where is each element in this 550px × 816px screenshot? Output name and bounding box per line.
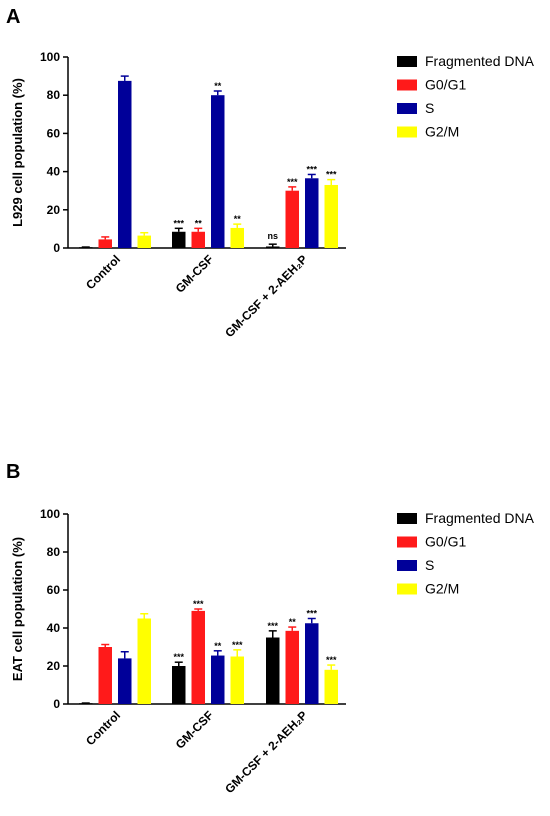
significance-label: *** (173, 218, 184, 228)
bar (172, 231, 186, 248)
bar (98, 647, 112, 704)
y-tick-label: 60 (47, 583, 61, 597)
bar (230, 227, 244, 248)
legend-swatch (397, 536, 417, 548)
significance-label: *** (306, 609, 317, 619)
significance-label: ** (195, 218, 203, 228)
legend-label: S (425, 100, 434, 116)
bar (172, 666, 186, 704)
x-category-label: Control (83, 252, 123, 292)
x-category-label: GM-CSF + 2-AEH₂P (222, 252, 310, 340)
significance-label: ** (234, 214, 242, 224)
significance-label: *** (193, 599, 204, 609)
legend-label: G0/G1 (425, 77, 466, 93)
bar (191, 231, 205, 248)
legend-label: Fragmented DNA (425, 510, 535, 526)
significance-label: *** (267, 621, 278, 631)
y-tick-label: 20 (47, 659, 61, 673)
bar (137, 235, 151, 248)
y-tick-label: 100 (40, 507, 60, 521)
legend-swatch (397, 126, 417, 138)
bar (118, 658, 132, 704)
bar (211, 95, 225, 248)
x-category-label: GM-CSF (173, 708, 216, 751)
y-tick-label: 0 (53, 697, 60, 711)
significance-label: *** (287, 177, 298, 187)
legend-label: G2/M (425, 581, 459, 597)
y-axis-title: L929 cell population (%) (10, 78, 25, 227)
significance-label: *** (173, 652, 184, 662)
panel-letter: B (6, 461, 20, 483)
bar (98, 239, 112, 248)
y-tick-label: 60 (47, 126, 61, 140)
bar (230, 656, 244, 704)
legend-swatch (397, 560, 417, 571)
y-tick-label: 0 (53, 241, 60, 255)
bar (285, 630, 299, 704)
bar (305, 178, 319, 248)
x-category-label: GM-CSF (173, 252, 216, 295)
bar (285, 190, 299, 248)
significance-label: *** (326, 655, 337, 665)
bar (324, 669, 338, 704)
legend-label: G2/M (425, 124, 459, 140)
legend-label: Fragmented DNA (425, 53, 535, 69)
legend-swatch (397, 583, 417, 595)
significance-label: *** (326, 170, 337, 180)
significance-label: ** (214, 641, 222, 651)
y-axis-title: EAT cell population (%) (10, 537, 25, 681)
bar (118, 80, 132, 248)
bar (266, 637, 280, 704)
legend-swatch (397, 79, 417, 91)
bar (266, 246, 280, 248)
bar (191, 610, 205, 704)
significance-label: ** (214, 81, 222, 91)
y-tick-label: 80 (47, 545, 61, 559)
y-tick-label: 100 (40, 50, 60, 64)
y-tick-label: 20 (47, 203, 61, 217)
y-tick-label: 80 (47, 88, 61, 102)
bar (305, 623, 319, 704)
significance-label: ** (289, 617, 297, 627)
significance-label: ns (267, 231, 278, 241)
bar (211, 655, 225, 704)
y-tick-label: 40 (47, 165, 61, 179)
legend-swatch (397, 103, 417, 114)
y-tick-label: 40 (47, 621, 61, 635)
legend-swatch (397, 513, 417, 524)
x-category-label: GM-CSF + 2-AEH₂P (222, 708, 310, 796)
bar (137, 618, 151, 704)
significance-label: *** (306, 164, 317, 174)
x-category-label: Control (83, 708, 123, 748)
bar (324, 184, 338, 248)
legend-swatch (397, 56, 417, 67)
legend-label: G0/G1 (425, 534, 466, 550)
legend-label: S (425, 557, 434, 573)
panel-letter: A (6, 6, 20, 28)
significance-label: *** (232, 640, 243, 650)
